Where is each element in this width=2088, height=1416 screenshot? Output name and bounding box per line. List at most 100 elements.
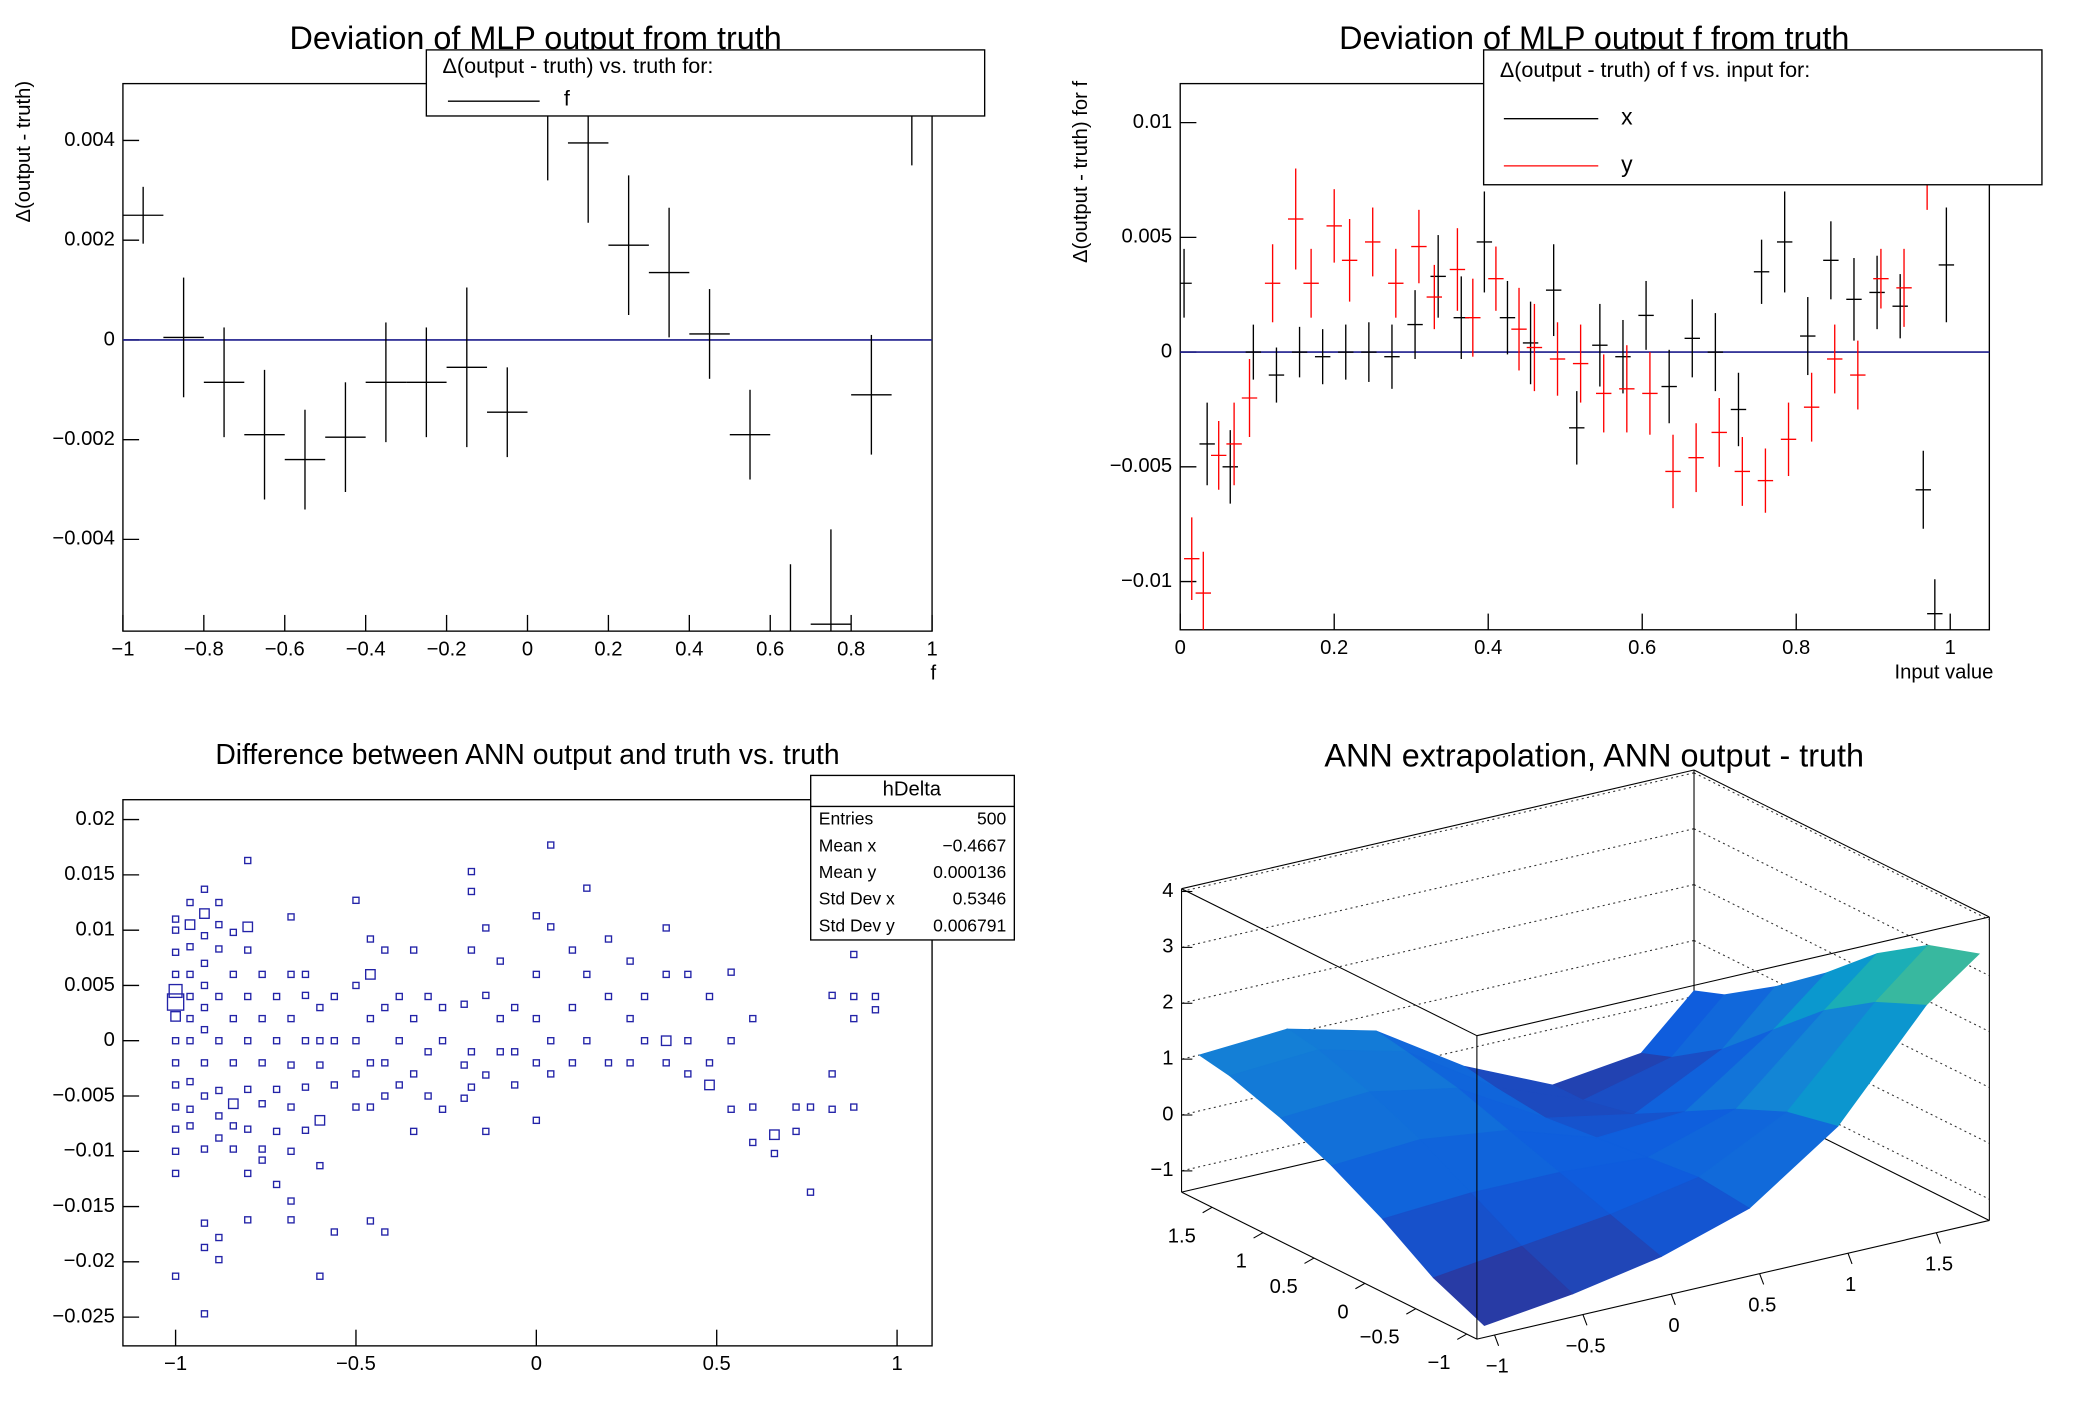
box-edge	[1693, 769, 1990, 918]
x-tick-label: 1	[1945, 637, 1956, 659]
x-tick-label: 0.4	[1474, 637, 1502, 659]
box-edge	[1181, 888, 1478, 1037]
cell-box	[244, 946, 252, 954]
x-tick-label: −0.4	[346, 638, 386, 660]
legend-box	[1482, 49, 2043, 186]
x-tick-label: 0	[1175, 637, 1186, 659]
y-tick	[1304, 1257, 1315, 1264]
cell-box	[171, 1059, 180, 1067]
cell-box	[366, 1103, 375, 1111]
cell-box	[482, 1071, 490, 1079]
cell-box	[215, 898, 223, 907]
stats-label: Mean x	[819, 835, 877, 855]
x-tick-label: −0.5	[1566, 1335, 1606, 1357]
box-edge	[1476, 916, 1990, 1037]
cell-box	[850, 1014, 858, 1023]
x-tick-label: −0.5	[336, 1353, 376, 1375]
cell-box	[352, 1103, 360, 1111]
cell-box	[467, 946, 476, 954]
cell-box	[330, 992, 339, 1001]
cell-box	[381, 946, 389, 954]
cell-box	[301, 1037, 310, 1045]
x-tick-label: 0	[522, 638, 533, 660]
y-axis-label: Δ(output - truth)	[13, 81, 35, 223]
cell-box	[460, 1061, 468, 1069]
cell-box	[366, 935, 375, 943]
cell-box	[171, 1037, 180, 1045]
y-tick-label: −0.015	[52, 1195, 114, 1217]
plot-area	[166, 841, 880, 1318]
cell-box	[215, 1255, 223, 1264]
cell-box	[244, 1169, 252, 1178]
stats-label: Std Dev y	[819, 915, 895, 935]
cell-box	[186, 1077, 194, 1086]
grid-line	[1693, 884, 1990, 1033]
cell-box	[547, 1070, 555, 1078]
cell-box	[705, 992, 714, 1001]
y-tick-label: −0.01	[64, 1140, 115, 1162]
y-tick	[1456, 1333, 1467, 1340]
cell-box	[171, 948, 180, 956]
cell-box	[186, 1037, 194, 1045]
y-tick-label: 0	[1161, 340, 1172, 362]
cell-box	[604, 992, 613, 1001]
cell-box	[381, 1003, 389, 1012]
cell-box	[200, 1145, 209, 1153]
cell-box	[438, 1003, 447, 1012]
y-tick-label: 0	[1337, 1301, 1348, 1323]
cell-box	[871, 992, 880, 1001]
y-tick	[1202, 1206, 1213, 1214]
stats-label: Std Dev x	[819, 889, 895, 909]
legend-title: Δ(output - truth) of f vs. input for:	[1500, 57, 1810, 82]
y-tick	[1406, 1308, 1417, 1315]
cell-box	[749, 1103, 757, 1111]
cell-box	[200, 1003, 209, 1012]
y-tick-label: −0.01	[1121, 570, 1172, 592]
cell-box	[287, 1147, 295, 1155]
cell-box	[850, 992, 858, 1001]
cell-box	[186, 898, 194, 907]
x-tick-label: 0.6	[1628, 637, 1656, 659]
y-tick-label: 0.005	[64, 974, 115, 996]
cell-box	[168, 983, 183, 999]
x-tick-label: −1	[164, 1353, 187, 1375]
cell-box	[229, 1014, 238, 1023]
cell-box	[510, 1003, 519, 1012]
cell-box	[626, 957, 634, 965]
cell-box	[171, 1169, 180, 1178]
y-tick-label: 0.01	[75, 919, 114, 941]
cell-box	[510, 1048, 519, 1056]
y-tick-label: −0.025	[52, 1305, 114, 1327]
cell-box	[365, 968, 376, 980]
cell-box	[850, 1103, 858, 1111]
cell-box	[215, 1134, 223, 1142]
x-tick-label: 0.6	[756, 638, 784, 660]
cell-box	[547, 923, 555, 931]
cell-box	[727, 1105, 735, 1113]
cell-box	[186, 1105, 194, 1113]
cell-box	[199, 908, 210, 919]
cell-box	[242, 921, 254, 933]
cell-box	[244, 992, 252, 1001]
grid-line	[1181, 828, 1695, 948]
box-edge	[1476, 1219, 1990, 1340]
cell-box	[532, 1014, 541, 1023]
cell-box	[171, 1125, 180, 1133]
cell-box	[215, 1233, 223, 1242]
x-tick	[1847, 1253, 1853, 1265]
x-tick-label: −1	[1486, 1356, 1509, 1378]
y-tick-label: 0.5	[1270, 1276, 1298, 1298]
x-tick-label: −0.8	[184, 638, 224, 660]
cell-box	[200, 1025, 209, 1034]
cell-box	[215, 1086, 223, 1095]
cell-box	[186, 970, 194, 979]
z-tick-label: 0	[1162, 1103, 1173, 1125]
cell-box	[171, 1103, 180, 1111]
x-tick	[1494, 1334, 1500, 1347]
cell-box	[186, 1122, 194, 1130]
y-tick-label: −1	[1427, 1352, 1450, 1374]
cell-box	[258, 1014, 266, 1023]
cell-box	[272, 1180, 281, 1189]
cell-box	[170, 1011, 181, 1022]
cell-box	[770, 1149, 779, 1158]
